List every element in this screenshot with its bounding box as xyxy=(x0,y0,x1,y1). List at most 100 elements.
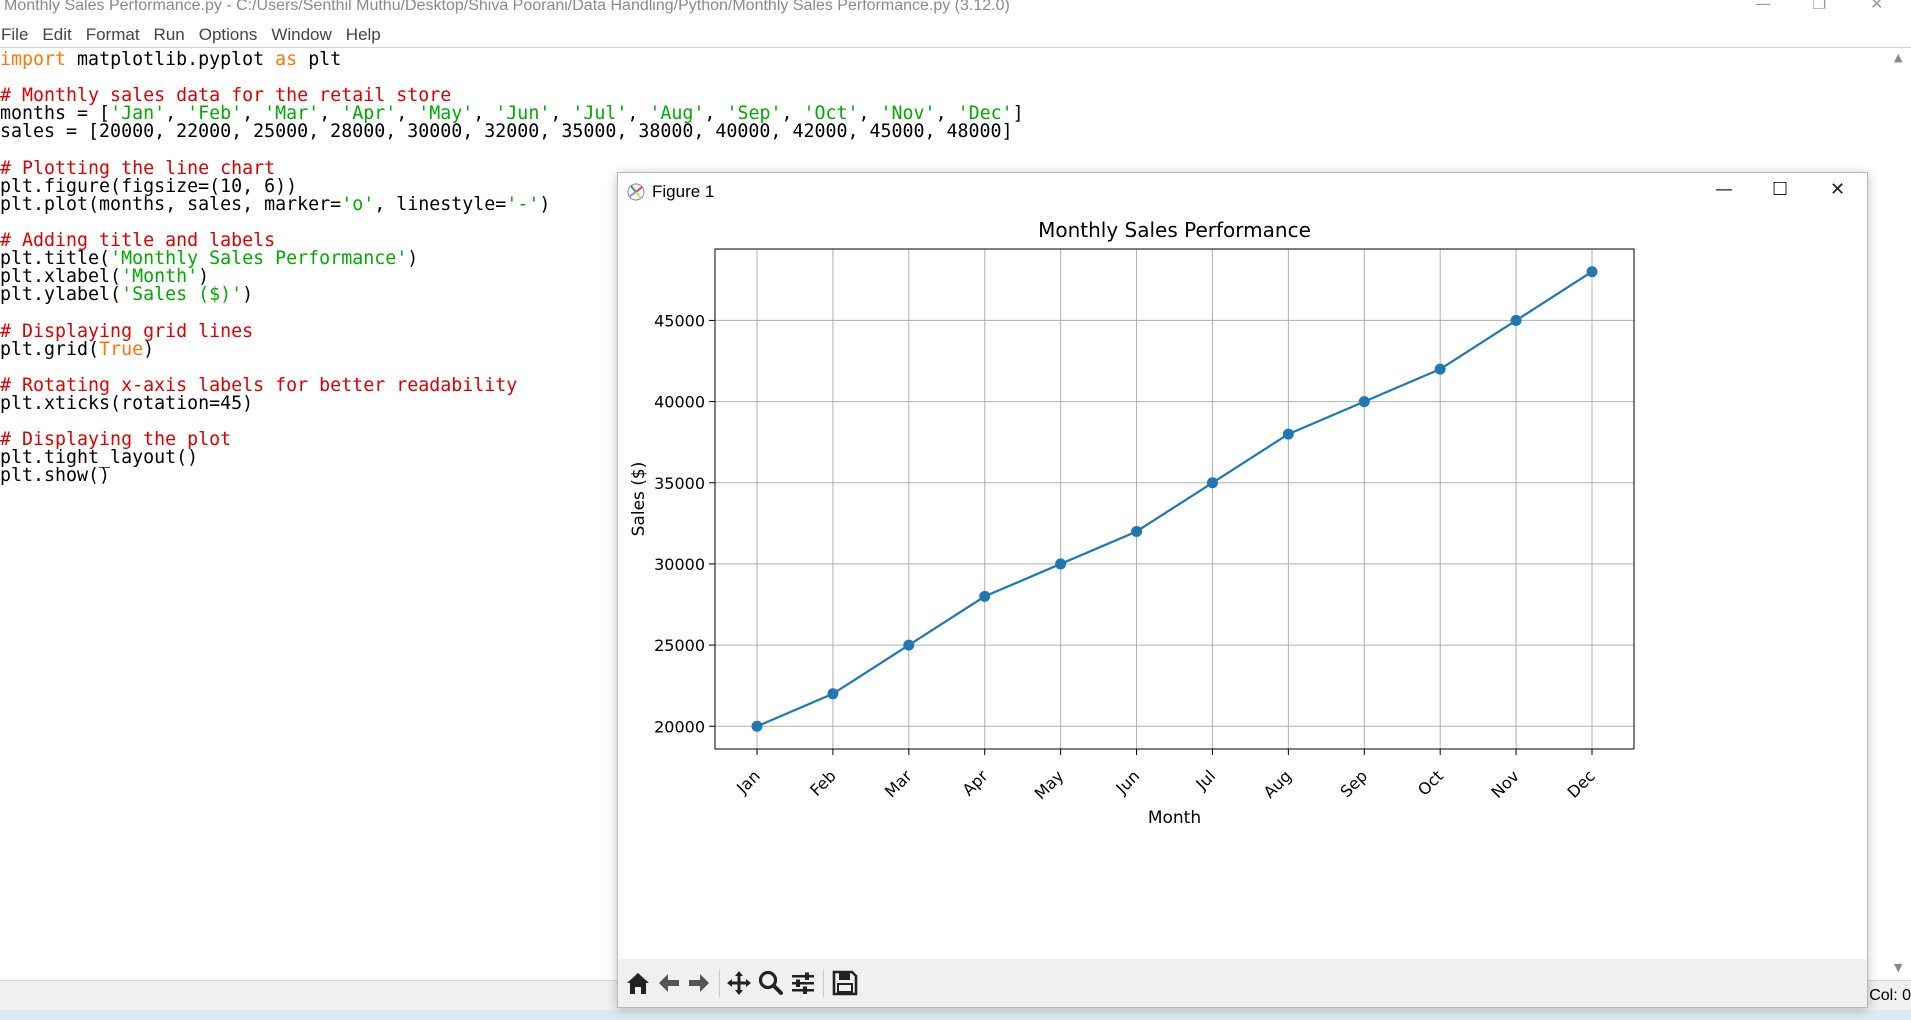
x-tick-label: Oct xyxy=(1414,766,1447,799)
data-point-nov xyxy=(1510,314,1522,326)
code-token: , xyxy=(627,103,650,125)
code-token: 'Monthly Sales Performance' xyxy=(110,248,408,270)
restore-icon[interactable]: ❐ xyxy=(1812,0,1827,13)
figure-window: Figure 1 — ☐ ✕ 20000 25000 30000 35000 40000… xyxy=(617,172,1868,1008)
code-token: , xyxy=(473,103,496,125)
menu-edit[interactable]: Edit xyxy=(42,24,72,44)
toolbar-separator xyxy=(719,969,720,997)
toolbar-separator xyxy=(823,969,824,997)
code-token: plt.grid( xyxy=(0,338,100,360)
data-point-apr xyxy=(979,590,991,602)
y-axis-ticks: 20000 25000 30000 35000 40000 45000 xyxy=(654,311,715,736)
code-token: ) xyxy=(198,266,210,288)
figure-maximize-icon[interactable]: ☐ xyxy=(1772,179,1789,200)
figure-minimize-icon[interactable]: — xyxy=(1715,179,1733,200)
editor-scrollbar[interactable]: ▲ ▼ xyxy=(1890,49,1911,979)
menu-window[interactable]: Window xyxy=(271,24,332,44)
y-tick-label: 40000 xyxy=(654,393,705,412)
menu-options[interactable]: Options xyxy=(198,24,258,44)
code-token: 'Dec' xyxy=(957,103,1013,125)
code-line: # Displaying the plot xyxy=(0,429,231,451)
x-tick-label: Jul xyxy=(1191,766,1219,794)
code-token: , xyxy=(781,103,804,125)
forward-arrow-icon[interactable] xyxy=(685,969,713,997)
grid-lines xyxy=(715,249,1634,749)
configure-subplots-icon[interactable] xyxy=(789,969,817,997)
code-token: 'Oct' xyxy=(803,103,859,125)
data-point-jun xyxy=(1131,525,1143,537)
editor-titlebar: Monthly Sales Performance.py - C:/Users/… xyxy=(0,0,1911,22)
data-point-jul xyxy=(1206,477,1218,489)
x-tick-label: Feb xyxy=(806,766,839,799)
code-line: plt.tight_layout() xyxy=(0,447,198,469)
code-token: plt.plot(months, sales, marker= xyxy=(0,193,342,215)
taskbar xyxy=(0,1010,1911,1020)
code-token: 'May' xyxy=(418,103,474,125)
menu-help[interactable]: Help xyxy=(345,24,381,44)
code-line: plt.title('Monthly Sales Performance') xyxy=(0,248,418,270)
menu-file[interactable]: File xyxy=(1,24,29,44)
code-token: import xyxy=(0,49,67,70)
zoom-magnifier-icon[interactable] xyxy=(757,969,785,997)
x-tick-label: Jan xyxy=(732,766,764,798)
x-tick-label: Dec xyxy=(1563,766,1598,801)
code-token: # Displaying grid lines xyxy=(0,320,254,342)
sales-series-line xyxy=(756,270,1593,728)
code-token: , xyxy=(242,103,265,125)
code-token: plt.xticks(rotation=45) xyxy=(0,392,254,414)
code-line: plt.xticks(rotation=45) xyxy=(0,393,253,415)
data-point-may xyxy=(1055,558,1067,570)
code-token: sales = [20000, 22000, 25000, 28000, 300… xyxy=(0,121,1013,143)
code-token: as xyxy=(275,49,298,70)
editor-window-title: Monthly Sales Performance.py - C:/Users/… xyxy=(4,0,1010,14)
figure-close-icon[interactable]: ✕ xyxy=(1830,179,1846,200)
code-token: 'Aug' xyxy=(649,103,705,125)
code-token: # Displaying the plot xyxy=(0,429,232,451)
code-token: # Monthly sales data for the retail stor… xyxy=(0,85,452,107)
code-token: plt xyxy=(297,49,342,70)
figure-toolbar xyxy=(618,959,1867,1007)
data-point-dec xyxy=(1586,266,1598,278)
code-token: 'Feb' xyxy=(187,103,243,125)
figure-window-title: Figure 1 xyxy=(652,182,715,201)
back-arrow-icon[interactable] xyxy=(655,969,683,997)
code-token: ) xyxy=(539,193,551,215)
data-point-mar xyxy=(903,639,915,651)
code-line: plt.figure(figsize=(10, 6)) xyxy=(0,176,297,198)
plot-frame xyxy=(714,248,1635,750)
y-tick-label: 20000 xyxy=(654,717,705,736)
home-icon[interactable] xyxy=(624,969,652,997)
scroll-down-icon[interactable]: ▼ xyxy=(1894,961,1903,974)
code-line: plt.ylabel('Sales ($)') xyxy=(0,284,253,306)
x-tick-label: Mar xyxy=(881,766,916,801)
code-line: months = ['Jan', 'Feb', 'Mar', 'Apr', 'M… xyxy=(0,103,1024,125)
code-line: # Plotting the line chart xyxy=(0,158,275,180)
y-tick-label: 35000 xyxy=(654,474,705,493)
y-tick-label: 30000 xyxy=(654,555,705,574)
code-token: matplotlib.pyplot xyxy=(66,49,276,70)
code-token: 'Nov' xyxy=(880,103,936,125)
code-token: , xyxy=(550,103,573,125)
save-floppy-icon[interactable] xyxy=(831,969,859,997)
code-token: ) xyxy=(407,248,419,270)
scroll-up-icon[interactable]: ▲ xyxy=(1894,51,1903,64)
pan-move-icon[interactable] xyxy=(725,969,753,997)
x-axis-ticks: Jan Feb Mar Apr May Jun Jul Aug Sep Oct Nov Dec xyxy=(732,749,1599,803)
code-token: plt.figure(figsize=(10, 6)) xyxy=(0,175,298,197)
y-axis-label: Sales ($) xyxy=(629,462,649,537)
code-line: plt.grid(True) xyxy=(0,339,154,361)
code-line: plt.plot(months, sales, marker='o', line… xyxy=(0,194,550,216)
minimize-icon[interactable]: — xyxy=(1755,0,1771,13)
close-icon[interactable]: ✕ xyxy=(1870,0,1884,13)
menu-format[interactable]: Format xyxy=(85,24,140,44)
data-point-aug xyxy=(1282,428,1294,440)
code-token: # Plotting the line chart xyxy=(0,157,276,179)
x-tick-label: May xyxy=(1031,766,1068,803)
menu-run[interactable]: Run xyxy=(153,24,185,44)
code-token: # Adding title and labels xyxy=(0,230,276,251)
code-token: , xyxy=(704,103,727,125)
code-token: , xyxy=(396,103,419,125)
code-token: , xyxy=(319,103,342,125)
data-point-jan xyxy=(751,720,763,732)
figure-canvas[interactable]: 20000 25000 30000 35000 40000 45000 Jan Feb Mar… xyxy=(618,211,1867,959)
